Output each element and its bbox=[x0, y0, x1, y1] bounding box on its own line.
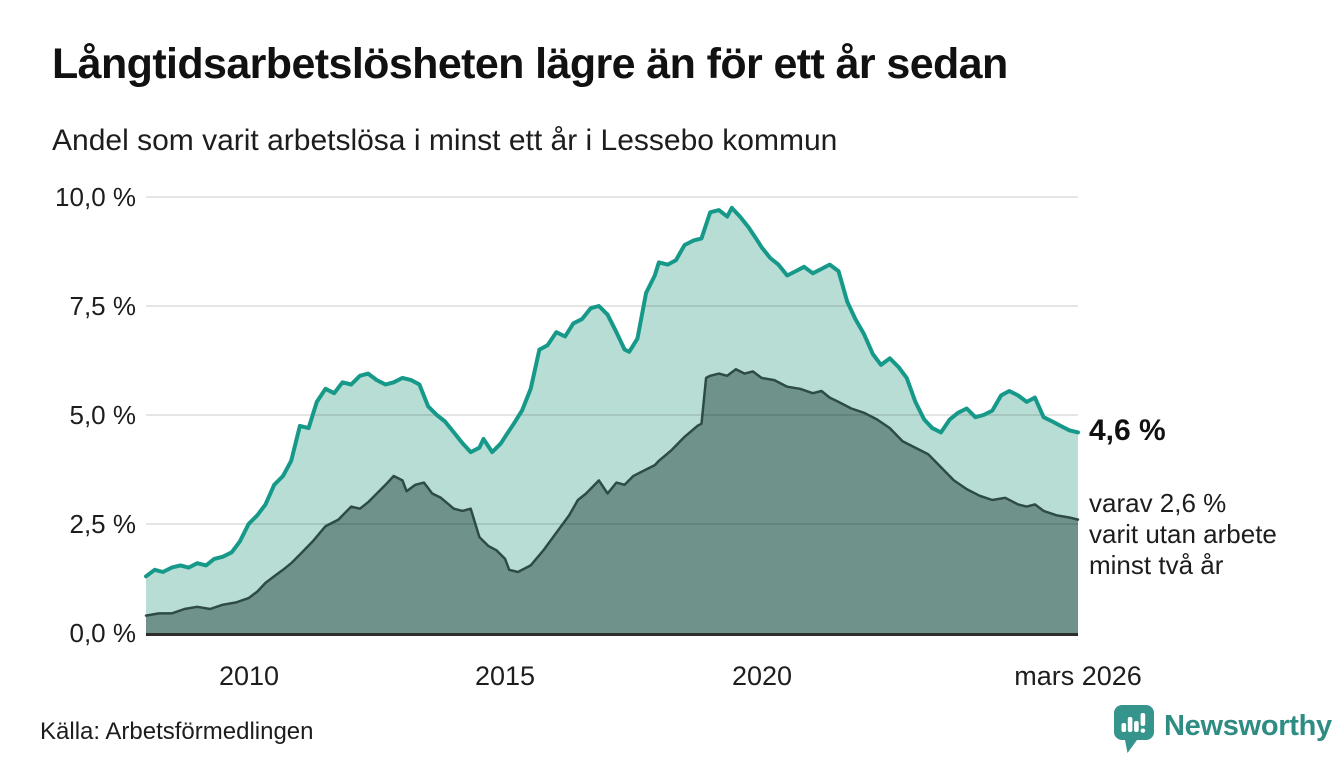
series-end-sub-label: varav 2,6 % varit utan arbete minst två … bbox=[1089, 488, 1277, 581]
newsworthy-wordmark: Newsworthy bbox=[1164, 710, 1332, 742]
y-tick-label: 10,0 % bbox=[55, 182, 136, 212]
newsworthy-bubble-chart-icon bbox=[1114, 705, 1154, 753]
x-tick-label: 2015 bbox=[474, 661, 536, 691]
end-sub-line: minst två år bbox=[1089, 550, 1224, 580]
y-tick-label: 0,0 % bbox=[69, 618, 137, 648]
source-note: Källa: Arbetsförmedlingen bbox=[40, 718, 314, 745]
end-sub-line: varav 2,6 % bbox=[1089, 488, 1227, 518]
x-tick-label: 2010 bbox=[218, 661, 280, 691]
x-tick-label: mars 2026 bbox=[1014, 661, 1142, 691]
end-sub-line: varit utan arbete bbox=[1089, 519, 1277, 549]
page-subtitle: Andel som varit arbetslösa i minst ett å… bbox=[52, 124, 838, 157]
series-fills bbox=[146, 207, 1078, 634]
series-line-0 bbox=[144, 205, 1080, 579]
series-area-1 bbox=[146, 369, 1078, 634]
series-line-1 bbox=[144, 367, 1080, 617]
x-tick-label: 2020 bbox=[731, 661, 793, 691]
series-end-value-label: 4,6 % bbox=[1089, 414, 1166, 447]
y-tick-label: 7,5 % bbox=[69, 291, 137, 321]
y-tick-label: 5,0 % bbox=[69, 400, 137, 430]
page-title: Långtidsarbetslösheten lägre än för ett … bbox=[52, 40, 1008, 88]
series-lines bbox=[144, 205, 1080, 617]
newsworthy-logo: Newsworthy bbox=[1113, 704, 1332, 756]
y-tick-label: 2,5 % bbox=[69, 509, 137, 539]
